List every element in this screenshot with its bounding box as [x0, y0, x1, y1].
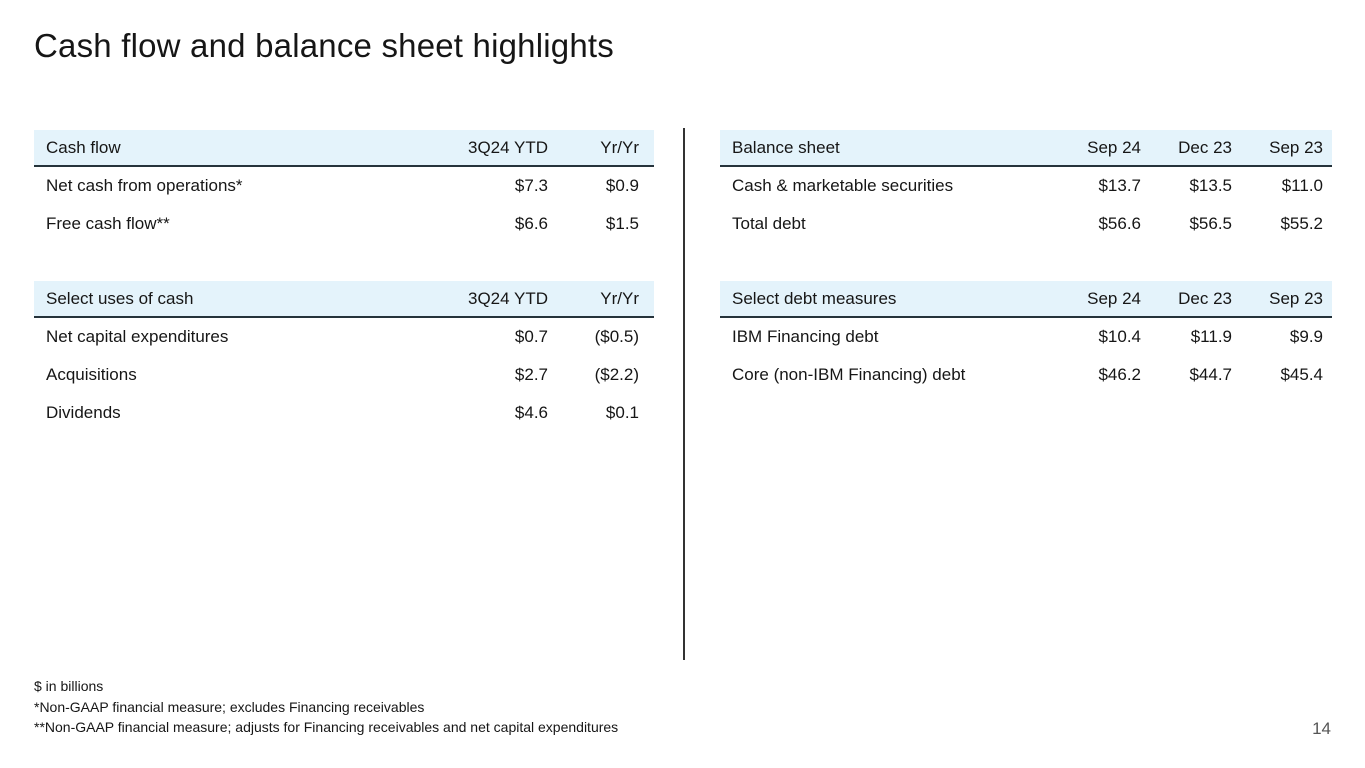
row-label: Net cash from operations* — [46, 176, 243, 195]
table-row: IBM Financing debt $10.4 $11.9 $9.9 — [720, 318, 1332, 356]
page-title: Cash flow and balance sheet highlights — [34, 27, 614, 64]
value-cell: $1.5 — [605, 214, 639, 233]
column-header: 3Q24 YTD — [467, 137, 548, 157]
table-row: Free cash flow** $6.6 $1.5 — [34, 205, 654, 243]
row-label: Dividends — [46, 403, 121, 422]
left-column: Cash flow 3Q24 YTD Yr/Yr Net cash from o… — [34, 130, 654, 432]
column-header: Sep 24 — [1087, 288, 1141, 308]
balance-sheet-table: Balance sheet Sep 24 Dec 23 Sep 23 Cash … — [720, 130, 1332, 243]
column-header: Dec 23 — [1178, 288, 1232, 308]
table-title: Cash flow — [46, 137, 121, 157]
column-header: Yr/Yr — [600, 137, 639, 157]
row-label: Total debt — [732, 214, 806, 233]
footnote-non-gaap-1: *Non-GAAP financial measure; excludes Fi… — [34, 698, 425, 715]
row-label: Cash & marketable securities — [732, 176, 954, 195]
column-header: Dec 23 — [1178, 137, 1232, 157]
value-cell: $46.2 — [1098, 365, 1141, 384]
value-cell: $56.5 — [1189, 214, 1232, 233]
value-cell: $9.9 — [1289, 327, 1323, 346]
value-cell: $56.6 — [1098, 214, 1141, 233]
row-label: Core (non-IBM Financing) debt — [732, 365, 966, 384]
page-number: 14 — [1312, 719, 1331, 738]
right-column: Balance sheet Sep 24 Dec 23 Sep 23 Cash … — [720, 130, 1332, 394]
value-cell: $10.4 — [1098, 327, 1141, 346]
value-cell: ($0.5) — [594, 327, 639, 346]
row-label: IBM Financing debt — [732, 327, 879, 346]
table-title: Select debt measures — [732, 288, 897, 308]
table-row: Acquisitions $2.7 ($2.2) — [34, 356, 654, 394]
table-row: Net capital expenditures $0.7 ($0.5) — [34, 318, 654, 356]
table-row: Core (non-IBM Financing) debt $46.2 $44.… — [720, 356, 1332, 394]
value-cell: $4.6 — [514, 403, 548, 422]
column-header: Sep 23 — [1269, 288, 1323, 308]
value-cell: $11.9 — [1190, 327, 1232, 346]
table-row: Net cash from operations* $7.3 $0.9 — [34, 167, 654, 205]
table-row: Total debt $56.6 $56.5 $55.2 — [720, 205, 1332, 243]
row-label: Net capital expenditures — [46, 327, 229, 346]
footnote-currency: $ in billions — [34, 678, 104, 694]
value-cell: $13.5 — [1189, 176, 1232, 195]
row-label: Acquisitions — [46, 365, 137, 384]
value-cell: $0.7 — [514, 327, 548, 346]
footnote-non-gaap-2: **Non-GAAP financial measure; adjusts fo… — [34, 719, 619, 735]
footnotes: $ in billions *Non-GAAP financial measur… — [34, 676, 618, 738]
column-header: Sep 24 — [1087, 137, 1141, 157]
row-label: Free cash flow** — [46, 214, 170, 233]
select-uses-of-cash-table: Select uses of cash 3Q24 YTD Yr/Yr Net c… — [34, 281, 654, 432]
table-row: Cash & marketable securities $13.7 $13.5… — [720, 167, 1332, 205]
select-debt-table-header: Select debt measures Sep 24 Dec 23 Sep 2… — [720, 281, 1332, 318]
balance-sheet-table-header: Balance sheet Sep 24 Dec 23 Sep 23 — [720, 130, 1332, 167]
value-cell: ($2.2) — [594, 365, 639, 384]
column-divider — [683, 128, 685, 660]
table-title: Balance sheet — [732, 137, 840, 157]
value-cell: $2.7 — [514, 365, 548, 384]
value-cell: $45.4 — [1280, 365, 1323, 384]
value-cell: $0.1 — [605, 403, 639, 422]
column-header: 3Q24 YTD — [467, 288, 548, 308]
value-cell: $0.9 — [605, 176, 639, 195]
value-cell: $6.6 — [514, 214, 548, 233]
value-cell: $11.0 — [1281, 176, 1323, 195]
select-uses-table-header: Select uses of cash 3Q24 YTD Yr/Yr — [34, 281, 654, 318]
value-cell: $13.7 — [1098, 176, 1141, 195]
cash-flow-table-header: Cash flow 3Q24 YTD Yr/Yr — [34, 130, 654, 167]
column-header: Yr/Yr — [600, 288, 639, 308]
value-cell: $55.2 — [1280, 214, 1323, 233]
value-cell: $7.3 — [514, 176, 548, 195]
select-debt-measures-table: Select debt measures Sep 24 Dec 23 Sep 2… — [720, 281, 1332, 394]
column-header: Sep 23 — [1269, 137, 1323, 157]
cash-flow-table: Cash flow 3Q24 YTD Yr/Yr Net cash from o… — [34, 130, 654, 243]
table-row: Dividends $4.6 $0.1 — [34, 394, 654, 432]
value-cell: $44.7 — [1189, 365, 1232, 384]
table-title: Select uses of cash — [46, 288, 194, 308]
